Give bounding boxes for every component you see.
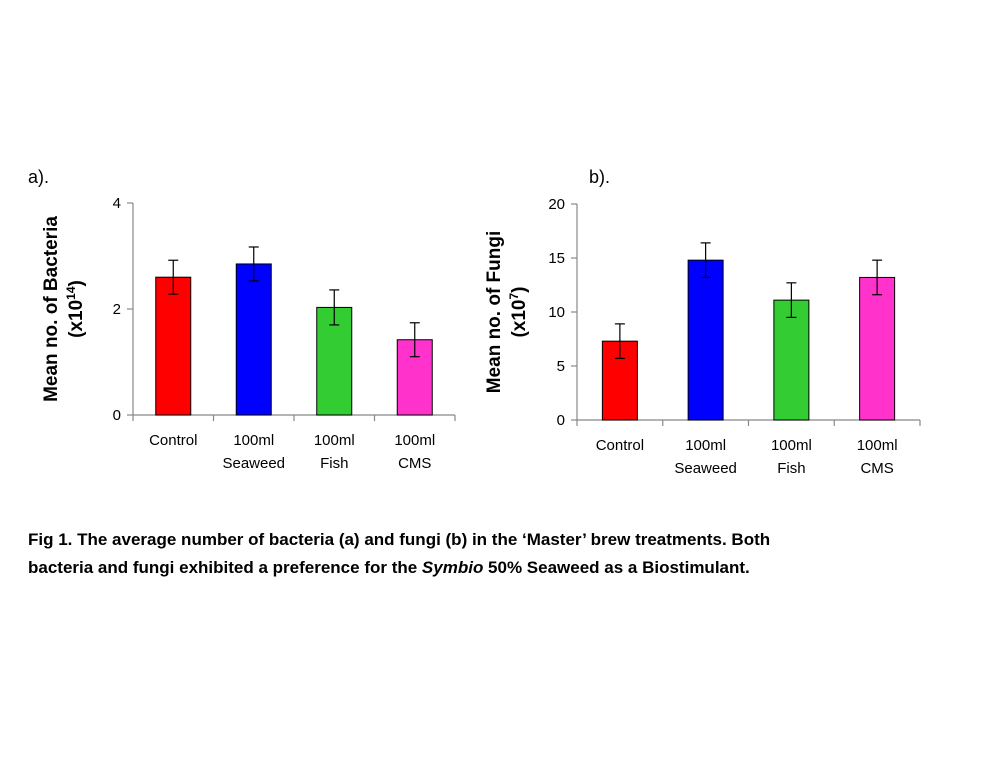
caption-line-2-italic: Symbio: [421, 558, 484, 577]
chart-a-y-tick-label: 2: [113, 301, 121, 318]
chart-a-x-tick-label: CMS: [398, 455, 431, 472]
chart-b-bar: [687, 259, 724, 421]
chart-a-y-axis-title: Mean no. of Bacteria: [41, 216, 62, 402]
chart-a-x-tick-label: 100ml: [233, 432, 274, 449]
chart-b-x-tick-label: 100ml: [857, 437, 898, 454]
chart-b-y-axis-unit: (x107): [507, 286, 530, 337]
chart-b-x-tick-label: Seaweed: [674, 460, 737, 477]
figure-charts: a). 0 2 4 Control 100ml Seaweed 100ml Fish 100ml C…: [28, 167, 921, 477]
chart-b-y-tick-label: 15: [548, 250, 565, 267]
chart-b-y-axis-unit-close: ): [509, 286, 530, 292]
chart-a-y-axis-unit: (x1014): [64, 280, 87, 338]
chart-a-bar: [155, 276, 192, 416]
chart-b-y-tick-label: 10: [548, 304, 565, 321]
chart-b-y-axis-unit-base: (x10: [509, 299, 530, 337]
chart-a-x-tick-label: 100ml: [394, 432, 435, 449]
chart-b-x-tick-label: Fish: [777, 460, 805, 477]
chart-a-bar: [316, 306, 353, 416]
chart-a-x-tick-label: Control: [149, 432, 197, 449]
caption-line-1: Fig 1. The average number of bacteria (a…: [28, 530, 771, 549]
chart-a-x-tick-label: 100ml: [314, 432, 355, 449]
chart-b-x-tick-label: CMS: [860, 460, 893, 477]
chart-b-y-tick-label: 20: [548, 196, 565, 213]
chart-a-y-axis-unit-base: (x10: [66, 300, 87, 338]
chart-a-x-tick-label: Fish: [320, 455, 348, 472]
caption-line-2-end: 50% Seaweed as a Biostimulant.: [483, 558, 750, 577]
chart-b-y-axis-unit-exponent: 7: [507, 292, 521, 299]
chart-b-y-tick-label: 0: [557, 412, 565, 429]
chart-b-x-tick-label: 100ml: [685, 437, 726, 454]
chart-b-x-tick-label: Control: [596, 437, 644, 454]
chart-b-y-axis-title: Mean no. of Fungi: [484, 231, 505, 394]
chart-a-y-axis-unit-exponent: 14: [64, 286, 78, 300]
chart-b-y-tick-label: 5: [557, 358, 565, 375]
chart-b-bar: [859, 276, 896, 421]
chart-b-x-tick-label: 100ml: [771, 437, 812, 454]
chart-a-x-tick-label: Seaweed: [222, 455, 285, 472]
chart-b-bar: [773, 299, 810, 421]
chart-a-y-tick-label: 0: [113, 407, 121, 424]
chart-a-panel-label: a).: [28, 167, 49, 187]
chart-a-y-tick-label: 4: [113, 195, 121, 212]
caption-line-2-start: bacteria and fungi exhibited a preferenc…: [28, 558, 422, 577]
chart-a-y-axis-unit-close: ): [66, 280, 87, 286]
chart-b-panel-label: b).: [589, 167, 610, 187]
figure-caption: Fig 1. The average number of bacteria (a…: [28, 526, 978, 582]
chart-a-bar: [235, 263, 272, 416]
